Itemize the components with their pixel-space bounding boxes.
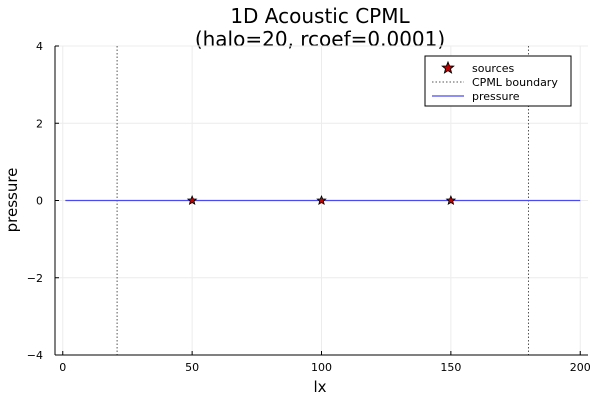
chart-title-line1: 1D Acoustic CPML (230, 4, 410, 28)
legend-label: pressure (472, 90, 520, 103)
x-tick-label: 100 (311, 361, 332, 374)
sources-layer (186, 194, 457, 205)
axes-layer (54, 45, 588, 356)
source-marker (445, 194, 457, 205)
x-tick-label: 50 (185, 361, 199, 374)
y-tick-label: −4 (27, 349, 43, 362)
y-tick-label: 4 (36, 40, 43, 53)
legend-sources-symbol (441, 60, 455, 74)
x-tick-label: 0 (59, 361, 66, 374)
legend-label: sources (472, 62, 515, 75)
y-tick-label: −2 (27, 272, 43, 285)
x-tick-label: 150 (440, 361, 461, 374)
y-axis-label: pressure (3, 168, 21, 233)
legend-label: CPML boundary (472, 76, 558, 89)
chart-title-line2: (halo=20, rcoef=0.0001) (195, 27, 445, 51)
tick-label-layer: 0 50 100 150 200 −4 −2 0 2 4 (27, 40, 591, 374)
x-axis-label: lx (313, 378, 326, 396)
y-tick-label: 0 (36, 195, 43, 208)
source-marker (316, 194, 327, 205)
source-marker (186, 194, 198, 205)
y-tick-label: 2 (36, 117, 43, 130)
x-tick-label: 200 (570, 361, 591, 374)
